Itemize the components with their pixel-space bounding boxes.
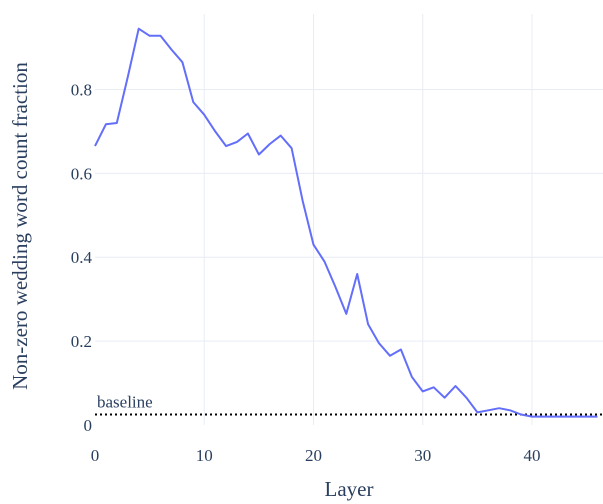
tick-labels: 0 10 20 30 40 0 0.2 0.4 0.6 0.8 — [71, 80, 541, 465]
y-tick-label: 0.8 — [71, 80, 92, 99]
y-axis-title: Non-zero wedding word count fraction — [8, 62, 32, 390]
x-tick-label: 0 — [91, 446, 100, 465]
plot-area: baseline — [94, 27, 603, 418]
y-tick-label: 0.4 — [71, 248, 93, 267]
x-tick-label: 30 — [414, 446, 431, 465]
y-tick-label: 0.2 — [71, 332, 92, 351]
x-axis-title: Layer — [325, 477, 374, 501]
x-tick-label: 20 — [305, 446, 322, 465]
x-tick-label: 10 — [196, 446, 213, 465]
series-line — [94, 27, 598, 418]
gridlines — [95, 14, 603, 425]
baseline-label: baseline — [97, 393, 153, 412]
x-tick-label: 40 — [523, 446, 540, 465]
y-tick-label: 0 — [84, 416, 93, 435]
y-tick-label: 0.6 — [71, 164, 92, 183]
